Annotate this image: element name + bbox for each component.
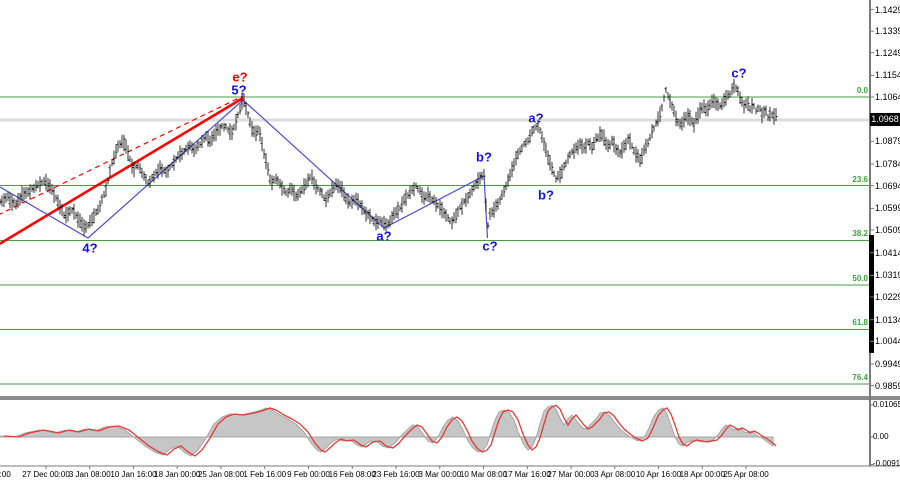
time-tick-label: 10 Mar 08:00 <box>459 470 508 479</box>
fib-level-label: 0.0 <box>856 86 868 95</box>
time-tick-label: 25 Jan 08:00 <box>197 470 245 479</box>
price-tick-label: 1.0879 <box>875 136 900 147</box>
price-tick-label: 0.9949 <box>875 359 900 370</box>
fib-level-label: 38.2 <box>852 229 868 239</box>
time-tick-label: 9 Feb 00:00 <box>287 470 330 479</box>
wave-label: a? <box>528 110 544 126</box>
price-tick-label: 1.0599 <box>875 203 900 214</box>
time-tick-label: 25 Apr 08:00 <box>723 470 769 479</box>
current-price-badge: 1.0968 <box>870 113 900 126</box>
wave-label: 5? <box>231 82 247 98</box>
oscillator-tick-label: 0.01065 <box>873 399 900 409</box>
wave-label: a? <box>376 228 392 244</box>
price-tick-label: 1.0784 <box>875 159 900 170</box>
time-tick-label: 27 Mar 00:00 <box>547 470 595 479</box>
time-tick-label: 3 Apr 08:00 <box>594 470 636 479</box>
time-tick-label: 3 Jan 08:00 <box>68 470 111 479</box>
price-tick-label: 0.9859 <box>875 380 900 391</box>
price-tick-label: 1.0509 <box>875 224 900 235</box>
fib-level-label: 23.6 <box>852 174 868 184</box>
price-tick-label: 1.1429 <box>875 4 900 15</box>
fib-level-label: 76.4 <box>852 373 868 383</box>
wave-label: c? <box>482 238 498 254</box>
time-tick-label: 3 Mar 00:00 <box>418 470 462 479</box>
wave-label: 4? <box>82 240 98 256</box>
price-tick-label: 1.1154 <box>875 70 900 81</box>
price-tick-label: 1.1339 <box>875 26 900 37</box>
fib-level-label: 61.8 <box>852 318 868 328</box>
time-tick-label: 16 Feb 08:00 <box>328 470 376 479</box>
time-tick-label: 10 Jan 16:00 <box>110 470 157 479</box>
price-tick-label: 1.0044 <box>875 336 900 347</box>
time-tick-label: 2:00 <box>0 470 11 479</box>
time-tick-label: 27 Dec 00:00 <box>22 470 70 479</box>
fib-level-label: 50.0 <box>852 274 868 283</box>
time-tick-label: 18 Jan 00:00 <box>154 470 201 479</box>
current-price-value: 1.0968 <box>871 114 899 124</box>
price-tick-label: 1.0319 <box>875 270 900 281</box>
price-tick-label: 1.0414 <box>875 247 900 258</box>
wave-label: b? <box>476 149 492 165</box>
price-tick-label: 1.0694 <box>875 180 900 191</box>
time-tick-label: 17 Mar 16:00 <box>503 470 551 479</box>
wave-label: c? <box>731 65 747 81</box>
oscillator-tick-label: 0.00 <box>873 432 889 441</box>
time-tick-label: 1 Feb 16:00 <box>243 470 287 479</box>
price-tick-label: 1.1249 <box>875 47 900 58</box>
price-tick-label: 1.0229 <box>875 291 900 302</box>
wave-label: b? <box>538 187 554 203</box>
price-tick-label: 1.0134 <box>875 314 900 325</box>
wave-label: e? <box>232 69 248 85</box>
oscillator-tick-label: -0.00913 <box>873 459 900 469</box>
time-tick-label: 18 Apr 00:00 <box>679 470 725 479</box>
time-tick-label: 23 Feb 16:00 <box>372 470 420 479</box>
time-tick-label: 10 Apr 16:00 <box>635 470 682 479</box>
price-tick-label: 1.1064 <box>875 92 900 102</box>
